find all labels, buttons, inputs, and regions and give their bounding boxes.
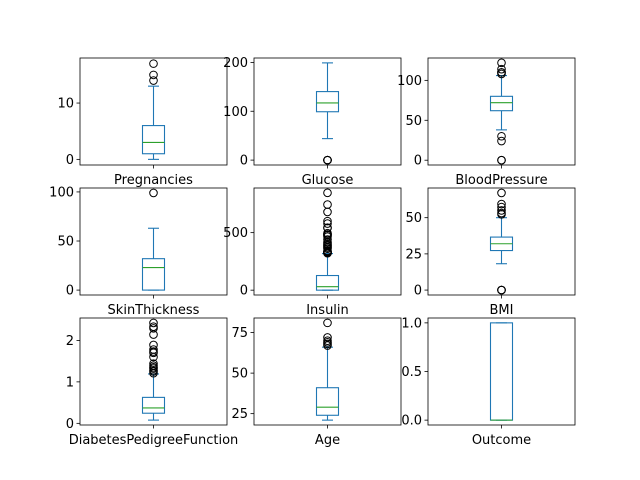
outlier-point: [497, 155, 506, 165]
outlier-point: [149, 361, 158, 370]
iqr-box: [141, 125, 166, 155]
y-tick-label: 50: [405, 211, 422, 226]
outlier-point: [149, 347, 158, 356]
subplot-1: 0 100 200 Glucose: [223, 56, 402, 188]
y-tick-label: 50: [231, 367, 248, 382]
subplot-4: 0 500 Insulin: [223, 187, 402, 318]
outlier-point: [323, 223, 332, 232]
category-label: Age: [315, 433, 340, 448]
y-tick-label: 50: [57, 235, 74, 250]
y-tick-label: 100: [49, 185, 74, 200]
outlier-point: [497, 58, 506, 68]
outlier-point: [149, 322, 158, 332]
outlier-point: [149, 70, 158, 80]
outlier-point: [497, 68, 506, 77]
outlier-point: [497, 208, 506, 218]
outlier-point: [323, 318, 332, 328]
y-tick-label: 1: [66, 375, 74, 390]
outlier-point: [149, 59, 158, 68]
y-tick-label: 25: [231, 407, 248, 422]
outlier-point: [497, 206, 506, 215]
y-tick-label: 0: [240, 284, 248, 299]
outlier-point: [323, 235, 332, 244]
y-tick-label: 50: [405, 114, 422, 129]
iqr-box: [315, 387, 340, 416]
y-tick-label: 0: [66, 284, 74, 299]
outlier-point: [149, 340, 158, 350]
subplot-0: 0 10 Pregnancies: [57, 57, 228, 188]
iqr-box: [315, 274, 340, 291]
iqr-box: [141, 258, 166, 291]
y-tick-label: 0: [414, 284, 422, 299]
axes-frame: [427, 187, 576, 296]
outlier-point: [149, 76, 158, 85]
outlier-point: [323, 207, 332, 217]
category-label: Outcome: [472, 433, 531, 448]
outlier-point: [323, 246, 332, 256]
subplot-3: 0 50 100 SkinThickness: [49, 185, 228, 318]
outlier-point: [323, 188, 332, 198]
y-tick-label: 0: [414, 154, 422, 169]
outlier-point: [497, 188, 506, 198]
outlier-point: [323, 336, 332, 345]
outlier-point: [323, 228, 332, 238]
category-label: SkinThickness: [108, 303, 200, 318]
outlier-point: [149, 188, 158, 198]
outlier-point: [497, 199, 506, 209]
iqr-box: [489, 95, 514, 112]
y-tick-label: 100: [223, 105, 248, 120]
y-tick-label: 0.5: [401, 365, 422, 380]
category-label: Glucose: [302, 173, 354, 188]
outlier-point: [149, 345, 158, 354]
outlier-point: [323, 200, 332, 209]
category-label: Pregnancies: [114, 173, 193, 188]
subplot-5: 0 25 50 BMI: [405, 187, 576, 318]
iqr-box: [141, 396, 166, 414]
category-label: DiabetesPedigreeFunction: [69, 433, 239, 448]
y-tick-label: 2: [66, 334, 74, 349]
outlier-point: [323, 333, 332, 342]
y-tick-label: 100: [397, 74, 422, 89]
outlier-point: [497, 131, 506, 141]
subplot-2: 0 50 100 BloodPressure: [397, 57, 576, 188]
outlier-point: [323, 155, 332, 165]
y-tick-label: 25: [405, 247, 422, 262]
outlier-point: [323, 216, 332, 226]
y-tick-label: 0: [66, 417, 74, 432]
y-tick-label: 0.0: [401, 414, 422, 429]
y-tick-label: 1.0: [401, 316, 422, 331]
subplot-6: 0 1 2 DiabetesPedigreeFunction: [66, 317, 239, 448]
category-label: BloodPressure: [455, 173, 547, 188]
y-tick-label: 0: [66, 153, 74, 168]
y-tick-label: 10: [57, 97, 74, 112]
iqr-box: [315, 91, 340, 113]
y-tick-label: 75: [231, 326, 248, 341]
category-label: Insulin: [306, 303, 349, 318]
y-tick-label: 200: [223, 56, 248, 71]
outlier-point: [497, 202, 506, 212]
subplot-8: 0.0 0.5 1.0 Outcome: [401, 316, 576, 448]
outlier-point: [497, 285, 506, 295]
y-tick-label: 500: [223, 226, 248, 241]
subplot-7: 25 50 75 Age: [231, 317, 402, 448]
category-label: BMI: [490, 303, 514, 318]
outlier-point: [497, 64, 506, 74]
outlier-point: [149, 359, 158, 368]
outlier-point: [323, 219, 332, 228]
outlier-point: [149, 318, 158, 328]
y-tick-label: 0: [240, 154, 248, 169]
iqr-box: [489, 322, 514, 421]
axes-frame: [427, 317, 576, 426]
outlier-point: [497, 136, 506, 146]
